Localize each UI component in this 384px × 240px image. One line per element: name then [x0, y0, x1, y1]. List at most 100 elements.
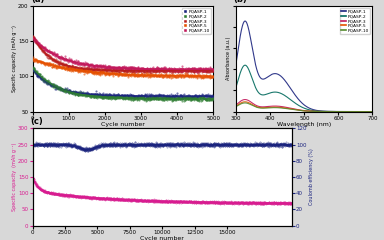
- Point: [211, 200, 217, 204]
- Point: [159, 98, 165, 102]
- Point: [81, 65, 87, 69]
- Point: [169, 199, 175, 203]
- Point: [79, 62, 86, 66]
- Point: [176, 74, 182, 78]
- Point: [204, 70, 210, 74]
- Point: [191, 201, 197, 205]
- Point: [36, 186, 42, 190]
- Point: [41, 77, 47, 81]
- Point: [244, 201, 250, 205]
- Point: [175, 96, 181, 99]
- Point: [199, 95, 205, 98]
- Point: [93, 92, 99, 96]
- Point: [96, 72, 102, 76]
- Point: [159, 143, 166, 147]
- Point: [83, 70, 89, 74]
- Point: [134, 95, 140, 99]
- Point: [120, 142, 126, 146]
- Point: [192, 96, 198, 100]
- Point: [219, 142, 225, 146]
- Point: [123, 96, 129, 100]
- Point: [243, 142, 249, 146]
- Point: [152, 70, 158, 73]
- Point: [191, 95, 197, 98]
- Point: [89, 62, 95, 66]
- Point: [71, 142, 77, 145]
- Point: [41, 189, 47, 193]
- Point: [131, 197, 137, 201]
- Point: [137, 96, 143, 100]
- Point: [139, 142, 145, 146]
- Point: [191, 70, 197, 74]
- Point: [103, 197, 109, 201]
- Point: [205, 74, 211, 78]
- Point: [137, 73, 143, 77]
- Point: [136, 67, 142, 71]
- Point: [91, 64, 97, 68]
- Point: [215, 200, 221, 204]
- Point: [275, 143, 281, 146]
- Point: [212, 144, 218, 148]
- Point: [194, 200, 200, 204]
- Point: [58, 66, 64, 69]
- Point: [53, 53, 59, 57]
- Point: [220, 200, 227, 204]
- Point: [181, 68, 187, 72]
- Point: [250, 143, 257, 146]
- Point: [272, 201, 278, 205]
- Point: [288, 144, 295, 148]
- Point: [235, 144, 241, 148]
- Point: [167, 200, 173, 204]
- Point: [169, 199, 175, 203]
- Point: [42, 48, 48, 52]
- Point: [134, 66, 141, 70]
- Point: [245, 201, 251, 205]
- Point: [126, 66, 132, 70]
- Point: [138, 94, 144, 97]
- Point: [160, 142, 166, 146]
- Point: [244, 143, 250, 146]
- Point: [124, 66, 130, 70]
- Point: [45, 81, 51, 84]
- Point: [124, 144, 130, 147]
- Point: [129, 144, 136, 147]
- Point: [32, 37, 38, 41]
- Point: [47, 191, 53, 195]
- Point: [221, 142, 227, 146]
- Point: [69, 143, 75, 146]
- Point: [100, 197, 106, 201]
- Point: [225, 143, 232, 147]
- Point: [71, 60, 78, 64]
- Point: [183, 199, 189, 203]
- Point: [123, 198, 129, 202]
- Y-axis label: Coulomb efficiency (%): Coulomb efficiency (%): [309, 149, 314, 205]
- Point: [95, 145, 101, 149]
- Point: [266, 201, 272, 205]
- Point: [189, 67, 195, 71]
- Point: [76, 92, 83, 96]
- Point: [72, 93, 78, 96]
- Point: [94, 92, 100, 96]
- Point: [262, 201, 268, 205]
- Point: [114, 198, 120, 201]
- Point: [139, 72, 145, 76]
- Point: [70, 194, 76, 198]
- Point: [104, 69, 110, 72]
- Point: [203, 97, 209, 101]
- Point: [199, 98, 205, 102]
- Point: [237, 201, 243, 205]
- Point: [185, 143, 191, 146]
- Point: [60, 65, 66, 69]
- Point: [227, 142, 233, 145]
- Point: [41, 189, 47, 192]
- Point: [66, 89, 72, 92]
- Point: [135, 94, 141, 98]
- Point: [60, 88, 66, 91]
- Point: [205, 92, 211, 96]
- Point: [126, 97, 132, 101]
- Point: [83, 195, 89, 199]
- Point: [113, 71, 119, 75]
- Point: [145, 199, 151, 203]
- Point: [44, 54, 50, 57]
- Point: [149, 200, 156, 204]
